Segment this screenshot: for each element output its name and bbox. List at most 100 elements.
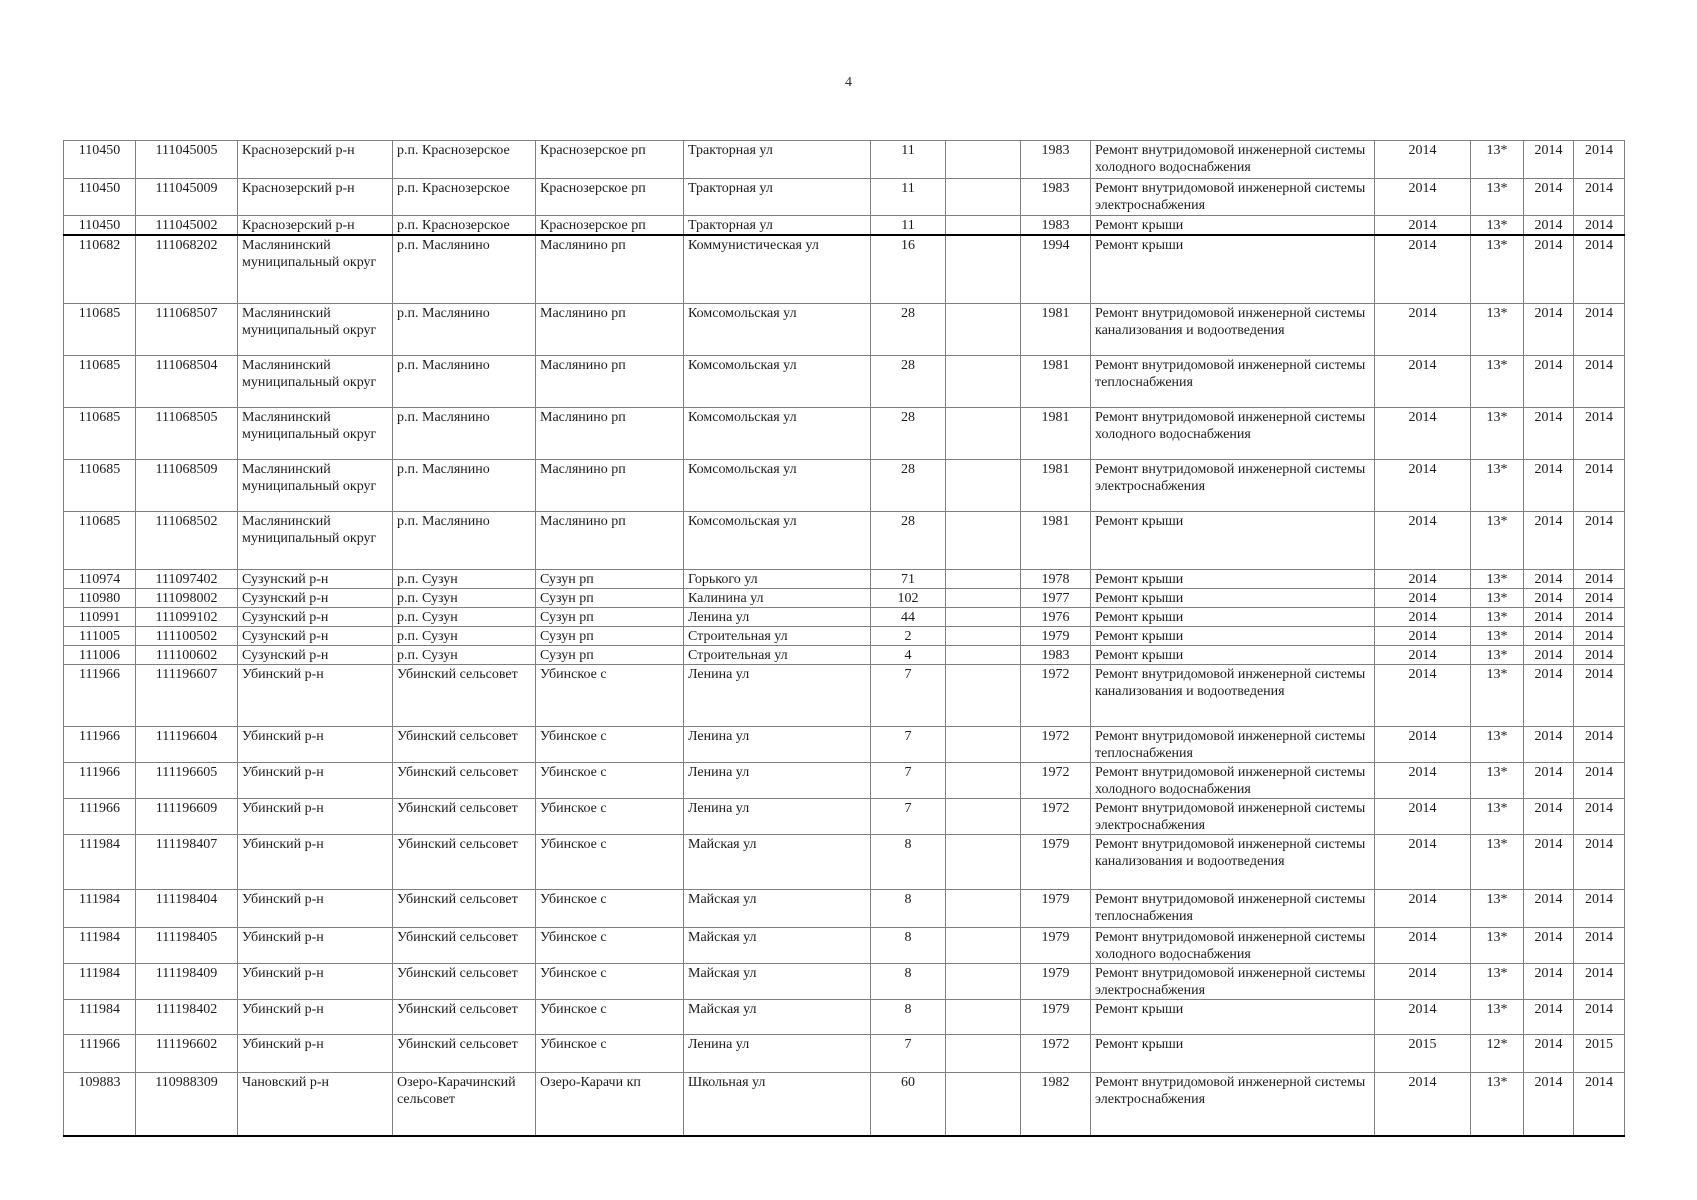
table-cell-repair-type: Ремонт внутридомовой инженерной системы … xyxy=(1090,888,1375,928)
table-cell-settlement: Сузун рп xyxy=(535,568,684,589)
table-cell-house-number: 11 xyxy=(870,178,946,216)
table-cell-district: Краснозерский р-н xyxy=(237,140,393,179)
table-cell-plan-year-3: 2014 xyxy=(1573,725,1625,763)
table-cell-house-code: 111984 xyxy=(63,926,136,964)
table-cell-object-code: 111068509 xyxy=(135,458,238,512)
table-cell-district: Сузунский р-н xyxy=(237,644,393,665)
table-cell-street: Майская ул xyxy=(683,998,871,1035)
table-cell-plan-year-1: 2014 xyxy=(1374,354,1471,408)
table-cell-object-code: 111098002 xyxy=(135,587,238,608)
table-cell-street: Комсомольская ул xyxy=(683,458,871,512)
table-cell-year-built: 1994 xyxy=(1020,234,1091,304)
table-cell-district: Маслянинский муниципальный округ xyxy=(237,354,393,408)
table-row: 110450 111045002 Краснозерский р-н р.п. Кра… xyxy=(63,215,1625,236)
table-cell-repair-type: Ремонт внутридомовой инженерной системы … xyxy=(1090,797,1375,835)
table-cell-plan-year-3: 2014 xyxy=(1573,663,1625,727)
table-cell-street: Строительная ул xyxy=(683,644,871,665)
table-cell-plan-year-2: 2014 xyxy=(1523,761,1574,799)
table-cell-year-built: 1983 xyxy=(1020,140,1091,179)
table-cell-plan-year-1: 2014 xyxy=(1374,1071,1471,1137)
table-cell-plan-year-3: 2014 xyxy=(1573,406,1625,460)
table-cell-note: 13* xyxy=(1470,458,1524,512)
table-cell-municipality: Убинский сельсовет xyxy=(392,663,536,727)
table-cell-building xyxy=(945,725,1021,763)
table-cell-building xyxy=(945,998,1021,1035)
table-cell-plan-year-2: 2014 xyxy=(1523,406,1574,460)
table-cell-note: 13* xyxy=(1470,606,1524,627)
table-cell-district: Сузунский р-н xyxy=(237,587,393,608)
table-cell-district: Убинский р-н xyxy=(237,725,393,763)
table-cell-street: Комсомольская ул xyxy=(683,302,871,356)
table-cell-house-number: 16 xyxy=(870,234,946,304)
table-cell-plan-year-1: 2014 xyxy=(1374,568,1471,589)
table-cell-street: Майская ул xyxy=(683,926,871,964)
table-cell-plan-year-2: 2014 xyxy=(1523,606,1574,627)
table-cell-year-built: 1979 xyxy=(1020,833,1091,890)
table-row: 110450 111045009 Краснозерский р-н р.п. Кра… xyxy=(63,178,1625,216)
table-cell-street: Калинина ул xyxy=(683,587,871,608)
table-cell-plan-year-3: 2014 xyxy=(1573,888,1625,928)
table-cell-repair-type: Ремонт внутридомовой инженерной системы … xyxy=(1090,1071,1375,1137)
table-cell-plan-year-1: 2014 xyxy=(1374,587,1471,608)
table-cell-year-built: 1979 xyxy=(1020,625,1091,646)
table-cell-municipality: р.п. Маслянино xyxy=(392,458,536,512)
table-cell-plan-year-3: 2014 xyxy=(1573,1071,1625,1137)
table-cell-year-built: 1981 xyxy=(1020,510,1091,570)
table-cell-repair-type: Ремонт крыши xyxy=(1090,568,1375,589)
table-cell-repair-type: Ремонт внутридомовой инженерной системы … xyxy=(1090,725,1375,763)
table-cell-building xyxy=(945,833,1021,890)
table-cell-house-code: 110450 xyxy=(63,178,136,216)
table-cell-building xyxy=(945,302,1021,356)
table-cell-object-code: 111045002 xyxy=(135,215,238,236)
table-cell-year-built: 1977 xyxy=(1020,587,1091,608)
table-cell-settlement: Убинское с xyxy=(535,725,684,763)
table-cell-plan-year-3: 2015 xyxy=(1573,1033,1625,1073)
table-cell-house-code: 110450 xyxy=(63,140,136,179)
table-cell-municipality: р.п. Сузун xyxy=(392,587,536,608)
table-cell-note: 13* xyxy=(1470,354,1524,408)
table-cell-settlement: Маслянино рп xyxy=(535,302,684,356)
table-cell-plan-year-2: 2014 xyxy=(1523,998,1574,1035)
table-cell-settlement: Краснозерское рп xyxy=(535,215,684,236)
table-cell-repair-type: Ремонт внутридомовой инженерной системы … xyxy=(1090,302,1375,356)
table-cell-building xyxy=(945,606,1021,627)
table-cell-house-number: 7 xyxy=(870,1033,946,1073)
table-cell-district: Маслянинский муниципальный округ xyxy=(237,458,393,512)
table-cell-district: Убинский р-н xyxy=(237,926,393,964)
table-cell-building xyxy=(945,761,1021,799)
table-cell-plan-year-1: 2014 xyxy=(1374,606,1471,627)
table-cell-year-built: 1981 xyxy=(1020,458,1091,512)
table-cell-municipality: р.п. Сузун xyxy=(392,625,536,646)
table-cell-house-number: 8 xyxy=(870,926,946,964)
table-cell-object-code: 111045005 xyxy=(135,140,238,179)
table-row: 111006 111100602 Сузунский р-н р.п. Сузун Су… xyxy=(63,644,1625,665)
table-cell-plan-year-3: 2014 xyxy=(1573,140,1625,179)
table-cell-plan-year-1: 2014 xyxy=(1374,510,1471,570)
table-cell-year-built: 1976 xyxy=(1020,606,1091,627)
table-cell-year-built: 1981 xyxy=(1020,406,1091,460)
table-cell-municipality: Убинский сельсовет xyxy=(392,926,536,964)
table-cell-plan-year-1: 2014 xyxy=(1374,178,1471,216)
table-cell-house-code: 111984 xyxy=(63,998,136,1035)
table-cell-settlement: Маслянино рп xyxy=(535,458,684,512)
table-cell-plan-year-1: 2014 xyxy=(1374,644,1471,665)
table-cell-municipality: р.п. Сузун xyxy=(392,644,536,665)
table-cell-plan-year-2: 2014 xyxy=(1523,587,1574,608)
table-cell-municipality: Убинский сельсовет xyxy=(392,888,536,928)
table-cell-municipality: Убинский сельсовет xyxy=(392,1033,536,1073)
table-row: 110685 111068504 Маслянинский муниципальны… xyxy=(63,354,1625,408)
table-cell-district: Убинский р-н xyxy=(237,761,393,799)
table-cell-settlement: Убинское с xyxy=(535,761,684,799)
table-cell-settlement: Убинское с xyxy=(535,888,684,928)
table-cell-house-code: 111006 xyxy=(63,644,136,665)
table-row: 110974 111097402 Сузунский р-н р.п. Сузун Су… xyxy=(63,568,1625,589)
table-cell-house-number: 28 xyxy=(870,406,946,460)
table-cell-year-built: 1972 xyxy=(1020,663,1091,727)
table-cell-house-number: 7 xyxy=(870,725,946,763)
table-cell-note: 13* xyxy=(1470,998,1524,1035)
table-cell-street: Горького ул xyxy=(683,568,871,589)
table-cell-note: 13* xyxy=(1470,797,1524,835)
table-cell-plan-year-3: 2014 xyxy=(1573,458,1625,512)
table-cell-plan-year-1: 2014 xyxy=(1374,458,1471,512)
table-cell-plan-year-1: 2014 xyxy=(1374,833,1471,890)
